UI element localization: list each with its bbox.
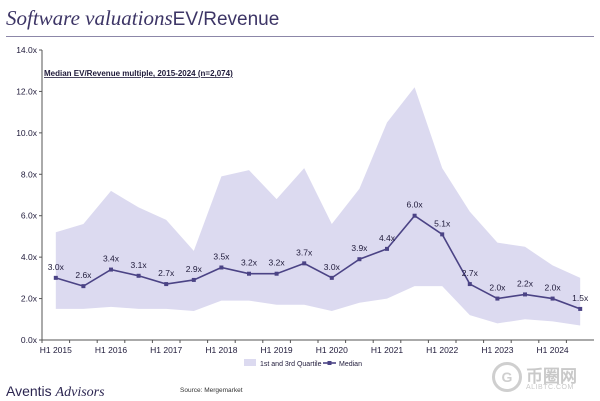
data-label: 4.4x (379, 233, 396, 243)
data-label: 1.5x (572, 293, 589, 303)
median-line (55, 214, 581, 310)
median-point (219, 265, 224, 270)
x-tick-label: H1 2016 (95, 345, 127, 355)
x-tick-label: H1 2018 (205, 345, 237, 355)
median-point (164, 282, 169, 287)
y-tick-label: 14.0x (16, 45, 38, 55)
data-label: 6.0x (407, 200, 424, 210)
median-point (274, 271, 279, 276)
data-label: 2.0x (489, 283, 506, 293)
legend-label-quartile: 1st and 3rd Quartile (260, 361, 322, 368)
y-tick-label: 6.0x (21, 211, 38, 221)
x-tick-label: H1 2015 (40, 345, 72, 355)
x-tick-label: H1 2019 (261, 345, 293, 355)
page-title: Software valuationsEV/Revenue (6, 6, 279, 31)
median-point (495, 296, 500, 301)
watermark-sub: ALIBTC.COM (526, 384, 574, 391)
median-point (247, 271, 251, 276)
x-tick-label: H1 2022 (426, 345, 458, 355)
data-label: 2.7x (462, 268, 479, 278)
watermark-text: 币圈网 (526, 367, 577, 386)
legend-label-median: Median (339, 361, 362, 368)
y-tick-label: 8.0x (21, 169, 38, 179)
title-rule (6, 36, 594, 37)
median-point (136, 273, 141, 278)
data-label: 3.7x (296, 247, 313, 257)
median-point (550, 296, 555, 301)
median-point (109, 267, 113, 272)
data-label: 5.1x (434, 218, 451, 228)
data-label: 3.0x (48, 262, 65, 272)
data-label: 3.1x (131, 260, 148, 270)
data-label: 2.7x (158, 268, 175, 278)
data-label: 3.9x (351, 243, 368, 253)
brand-logo: Aventis Advisors (6, 383, 105, 401)
median-point (357, 257, 362, 262)
y-tick-label: 2.0x (21, 294, 38, 304)
median-point (523, 292, 527, 297)
data-label: 3.2x (269, 258, 286, 268)
legend-swatch-quartile (244, 359, 256, 366)
data-label: 2.9x (186, 264, 203, 274)
brand-regular: Aventis (6, 383, 56, 399)
title-rest: EV/Revenue (172, 9, 280, 30)
data-label: 2.2x (517, 278, 534, 288)
x-tick-label: H1 2024 (537, 345, 569, 355)
median-point (302, 261, 307, 266)
watermark: G 币圈网 ALIBTC.COM (492, 362, 592, 398)
title-italic: Software valuations (6, 6, 173, 30)
source-note: Source: Mergemarket (180, 387, 243, 394)
y-tick-label: 4.0x (21, 252, 38, 262)
data-label: 3.5x (213, 252, 230, 262)
median-point (191, 277, 196, 282)
y-tick-label: 12.0x (16, 86, 38, 96)
watermark-logo-icon: G (492, 362, 522, 392)
x-tick-label: H1 2023 (481, 345, 513, 355)
data-label: 2.6x (75, 270, 92, 280)
median-point (412, 213, 417, 218)
quartile-band (55, 87, 581, 326)
x-tick-label: H1 2017 (150, 345, 182, 355)
chart-title: Median EV/Revenue multiple, 2015-2024 (n… (44, 69, 233, 78)
y-tick-label: 0.0x (21, 335, 38, 345)
y-tick-label: 10.0x (16, 128, 38, 138)
median-point (81, 284, 86, 289)
x-tick-label: H1 2021 (371, 345, 403, 355)
x-tick-label: H1 2020 (316, 345, 348, 355)
data-label: 2.0x (545, 283, 562, 293)
legend-marker-median (327, 361, 332, 365)
median-point (329, 275, 334, 280)
data-label: 3.4x (103, 254, 120, 264)
brand-italic: Advisors (55, 385, 105, 400)
median-point (385, 246, 389, 251)
data-label: 3.2x (241, 258, 258, 268)
median-point (467, 282, 472, 287)
median-point (440, 232, 445, 237)
median-point (578, 306, 583, 311)
median-point (53, 275, 58, 280)
data-label: 3.0x (324, 262, 341, 272)
